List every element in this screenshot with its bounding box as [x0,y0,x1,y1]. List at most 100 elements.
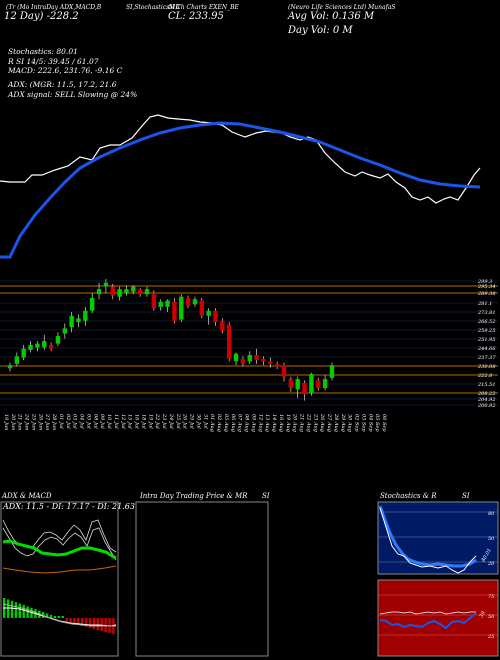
macd-bar [53,616,57,618]
date-label: 12 Aug [257,414,263,432]
header-period: 12 Day) -228.2 [4,11,79,22]
candle [172,298,177,324]
date-label: 27 Jun [44,413,50,430]
date-label: 25 Jul [175,413,181,429]
price-level-label: 244.66 [477,346,496,352]
candle [103,279,109,293]
price-level-label: 251.95 [477,337,496,343]
date-label: 16 Jul [134,414,140,429]
candle [309,372,314,396]
stoch-tick-80: 80 [488,511,495,517]
candle [288,376,294,392]
candle [151,290,157,311]
date-label: 08 Jul [92,414,98,429]
date-label: 03 Sep [360,414,366,432]
header-line1d: (Neuro Life Sciences Ltd) MunafaS [288,4,396,11]
macd-bar [92,618,96,629]
date-label: 19 Jul [147,414,153,429]
macd-bar [69,618,72,623]
candle [48,342,54,352]
date-label: 28 Aug [333,413,339,432]
rsi-tick-50: 50 [488,614,495,620]
intraday-panel-border [135,501,269,657]
date-label: 08 Aug [244,414,250,432]
rsi-tick-75: 75 [488,594,494,600]
stoch-slow-line [378,505,477,568]
price-level-label: 273.81 [477,310,496,316]
adx-signal: ADX signal: SELL Slowing @ 24% [8,90,138,99]
candle [240,356,246,367]
macd-bar [65,618,68,622]
date-label: 25 Jun [30,413,36,430]
macd-bar [18,603,21,618]
price-level-label: 208.22 [477,391,496,397]
price-level-label: 266.52 [477,319,496,325]
candle [144,286,150,297]
date-label: 26 Aug [319,413,325,432]
candle [206,308,211,325]
candles [7,279,335,401]
macd-bar [14,602,18,618]
candle [14,352,20,367]
stoch-fast-line [379,507,477,574]
candle [35,341,40,352]
candle [247,351,252,364]
macd-bar [57,616,60,618]
date-label: 01 Jul [58,414,64,429]
date-label: 23 Jul [161,413,167,429]
date-label: 02 Jul [65,414,71,429]
candle [295,376,300,399]
adx-main-line [2,539,117,560]
macd-bar [49,614,53,618]
date-label: 26 Jul [182,413,188,429]
candle [90,292,95,314]
candle [227,322,232,362]
date-label: 26 Jun [37,413,43,430]
date-label: 24 Jul [168,413,174,429]
adx-line-1 [2,519,117,553]
date-label: 02 Aug [216,414,222,432]
candle [158,299,163,311]
candle [316,377,321,391]
candle [268,357,273,368]
adx-values: ADX: 11.5 - DI: 17.17 - DI: 21.63 [3,502,135,511]
date-axis: 19 Jun 20 Jun 21 Jun 24 Jun 25 Jun 26 Jun 27 J… [3,413,387,432]
price-level-label: 230.08 [477,364,496,370]
candle [233,352,239,366]
candle [261,356,266,366]
header-line1c: til Ch Charts EXEN_BE [168,4,239,11]
date-label: 10 Jul [106,414,112,429]
date-label: 02 Sep [354,414,360,432]
date-label: 20 Jun [10,413,16,430]
candle [220,318,225,334]
date-label: 27 Aug [326,413,332,432]
macd-bar [84,618,88,627]
price-level-label: 281.1 [477,301,492,307]
macd-bar [81,618,84,626]
macd-bar [77,618,80,625]
date-label: 22 Jul [154,413,160,429]
macd-bar [96,618,99,630]
date-label: 30 Jul [195,414,201,429]
rsi-blue-line [379,612,477,630]
macd-bar [100,618,103,631]
candle [329,362,335,381]
date-label: 06 Sep [381,414,387,432]
adx-line-2 [2,527,117,561]
date-label: 09 Aug [250,414,256,432]
rsi-value: 39 [479,610,488,619]
price-level-label: 222.8 [477,373,492,379]
stoch-tick-20: 20 [487,561,495,567]
date-label: 20 Aug [292,413,298,432]
candle [69,311,74,333]
avg-volume: Avg Vol: 0.136 M [288,11,375,22]
candle [254,348,259,364]
date-label: 13 Aug [264,414,270,432]
candle [110,284,115,300]
date-label: 07 Aug [237,414,243,432]
rsi-tick-25: 25 [487,634,494,640]
date-label: 03 Jul [72,414,78,429]
macd-bar [26,606,29,618]
